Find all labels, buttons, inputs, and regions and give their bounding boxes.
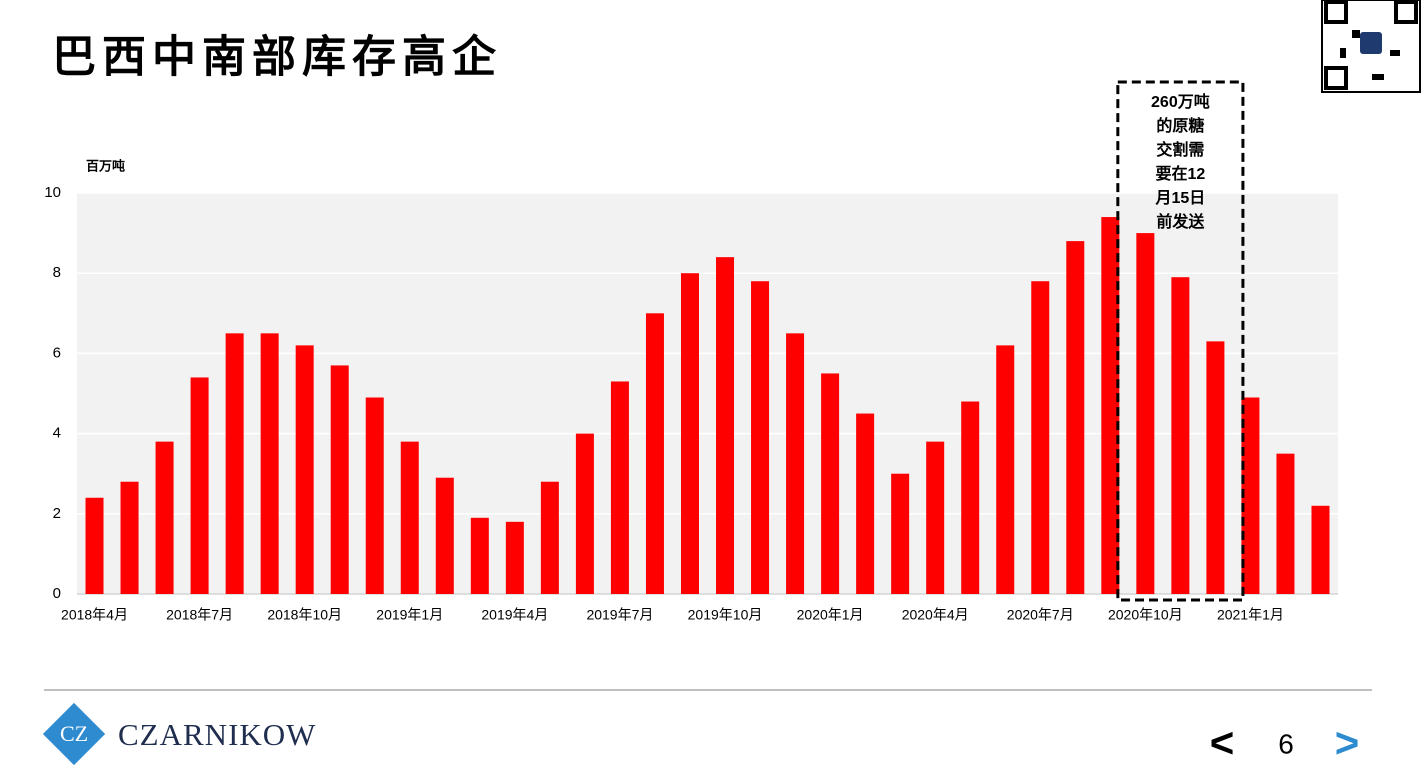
bar: [505, 521, 524, 594]
annotation-text: 260万吨: [1151, 92, 1210, 111]
annotation-text: 前发送: [1156, 212, 1205, 231]
bar: [1031, 281, 1050, 594]
x-tick-label: 2018年4月: [61, 607, 128, 623]
bar: [155, 441, 174, 594]
bar: [716, 257, 735, 594]
bar: [295, 345, 314, 594]
bar: [540, 481, 559, 594]
bar: [821, 373, 840, 594]
bar: [610, 381, 629, 594]
annotation-text: 交割需: [1156, 140, 1204, 159]
annotation-box: [1116, 80, 1245, 602]
bar: [400, 441, 419, 594]
bar: [1171, 277, 1190, 594]
bar: [435, 477, 454, 594]
x-tick-label: 2018年7月: [166, 607, 233, 623]
x-tick-label: 2020年1月: [797, 607, 864, 623]
bar: [1311, 505, 1330, 594]
bar: [961, 401, 980, 594]
bar: [85, 497, 104, 594]
bar: [926, 441, 945, 594]
bar: [190, 377, 209, 594]
y-tick-label: 10: [44, 184, 61, 201]
bar: [330, 365, 349, 594]
bar: [786, 333, 805, 594]
x-tick-label: 2019年7月: [586, 607, 653, 623]
bar: [856, 413, 875, 594]
annotation-text: 月15日: [1154, 189, 1205, 207]
bar: [891, 473, 910, 594]
x-tick-label: 2019年10月: [688, 607, 763, 623]
bar: [1241, 397, 1260, 594]
bar: [1276, 453, 1295, 594]
y-tick-label: 4: [53, 425, 61, 442]
bar: [365, 397, 384, 594]
page-number: 6: [1278, 728, 1294, 759]
x-tick-label: 2018年10月: [267, 607, 342, 623]
bar: [1101, 217, 1120, 594]
x-tick-label: 2021年1月: [1217, 607, 1284, 623]
bar: [751, 281, 770, 594]
bar: [645, 313, 664, 594]
y-axis-unit: 百万吨: [86, 158, 125, 173]
next-button[interactable]: >: [1335, 719, 1360, 766]
bar: [260, 333, 279, 594]
bar: [470, 517, 489, 594]
bar: [1136, 233, 1155, 594]
bar: [225, 333, 244, 594]
bar: [575, 433, 594, 594]
logo-mark: CZ: [42, 702, 106, 766]
logo-text: CZARNIKOW: [118, 717, 316, 752]
annotation-text: 要在12: [1155, 164, 1205, 183]
bar: [120, 481, 139, 594]
x-tick-label: 2020年10月: [1108, 607, 1183, 623]
prev-button[interactable]: <: [1210, 719, 1235, 766]
x-tick-label: 2019年1月: [376, 607, 443, 623]
x-tick-label: 2020年4月: [902, 607, 969, 623]
bar: [1206, 341, 1225, 594]
svg-text:CZ: CZ: [60, 721, 88, 746]
plot-area: [77, 193, 1338, 594]
bar: [1066, 241, 1085, 594]
qr-code: [1321, 0, 1421, 93]
y-tick-label: 2: [53, 505, 61, 522]
bar: [996, 345, 1015, 594]
x-tick-label: 2020年7月: [1007, 607, 1074, 623]
y-tick-label: 6: [53, 344, 61, 361]
slide-title: 巴西中南部库存高企: [52, 32, 502, 83]
y-tick-label: 0: [53, 585, 61, 602]
bar: [680, 273, 699, 594]
annotation-text: 的原糖: [1156, 116, 1204, 135]
y-tick-label: 8: [53, 264, 61, 281]
x-tick-label: 2019年4月: [481, 607, 548, 623]
